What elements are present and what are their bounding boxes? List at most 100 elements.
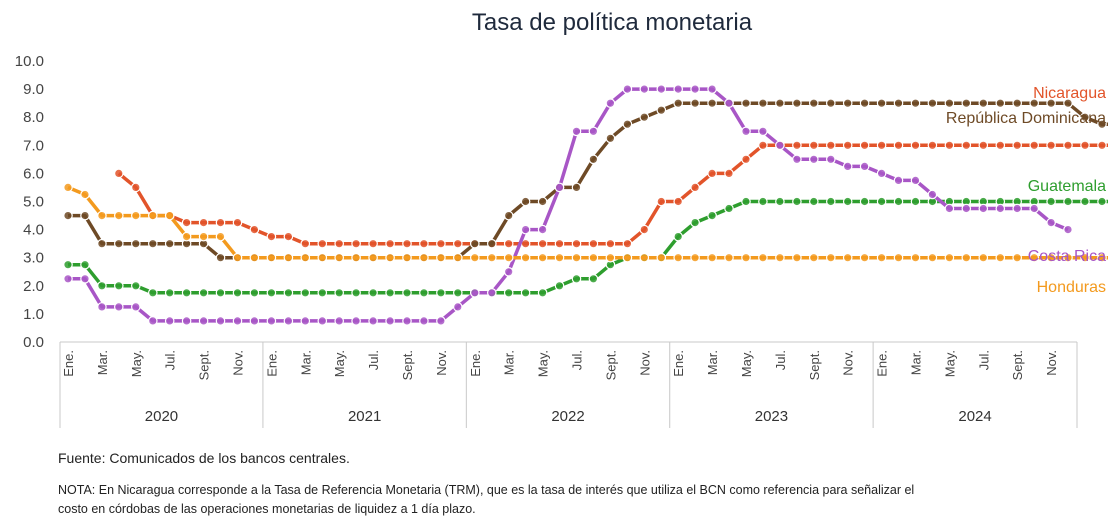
data-point [690,84,700,94]
data-point [1063,224,1073,235]
data-point [80,273,90,284]
data-point [198,231,209,242]
data-point [571,238,582,249]
data-point [148,210,158,221]
series-honduras [63,182,1108,263]
data-point [825,98,836,108]
data-point [97,280,107,291]
x-tick-label: Ene. [875,350,890,377]
data-point [1080,252,1090,263]
data-point [859,196,870,207]
data-point [622,252,633,263]
data-point [707,168,717,179]
data-point [368,252,378,263]
data-point [605,238,616,249]
x-tick-label: Ene. [61,350,76,377]
data-point [503,238,514,249]
data-point [1097,252,1107,263]
data-point [1063,196,1073,207]
data-point [876,98,887,108]
data-point [283,316,294,326]
y-tick-label: 8.0 [23,109,44,126]
data-point [927,252,938,263]
data-point [1080,112,1090,122]
data-point [910,140,921,151]
data-point [622,84,633,94]
data-point [910,98,921,108]
data-point [961,252,972,263]
x-tick-label: Sept. [807,350,822,380]
data-point [622,119,633,129]
data-point [859,98,870,108]
data-point [707,252,717,263]
year-label: 2023 [755,408,788,425]
data-point [588,273,599,284]
data-point [520,252,531,263]
x-tick-label: Nov. [231,350,246,376]
year-label: 2020 [145,408,178,425]
data-point [978,252,989,263]
data-point [758,140,768,151]
data-point [368,316,378,326]
data-point [385,238,395,249]
data-point [1029,203,1039,214]
y-tick-label: 3.0 [23,250,44,267]
series-costa-rica [63,84,1073,326]
data-point [1046,140,1056,151]
data-point [300,287,311,298]
y-tick-label: 5.0 [23,194,44,211]
x-tick-label: Jul. [163,350,178,370]
data-point [1029,98,1039,108]
data-point [673,84,683,94]
data-point [1046,252,1056,263]
data-point [131,210,141,221]
data-point [300,252,311,263]
data-point [266,231,277,242]
data-point [469,238,480,249]
data-point [215,252,226,263]
data-point [876,168,887,179]
data-point [1012,252,1022,263]
x-tick-label: Mar. [705,350,720,375]
x-tick-label: Ene. [468,350,483,377]
data-point [436,316,446,326]
data-point [114,302,124,312]
data-point [605,133,616,144]
data-point [537,252,548,263]
data-point [486,252,497,263]
data-point [775,252,785,263]
data-point [639,112,650,122]
data-point [97,238,107,249]
data-point [181,217,192,228]
data-point [1029,252,1039,263]
data-point [673,252,683,263]
data-point [1012,140,1022,151]
data-point [334,238,344,249]
data-point [351,238,361,249]
data-point [808,140,819,151]
data-point [317,316,328,326]
data-point [249,316,260,326]
data-point [554,280,565,291]
data-point [775,140,785,151]
data-point [452,287,463,298]
data-point [1063,98,1073,108]
data-point [181,316,192,326]
data-point [1046,217,1056,228]
data-point [215,287,226,298]
data-point [910,252,921,263]
series-label: República Dominicana [946,110,1106,127]
data-point [724,98,734,108]
data-point [80,210,90,221]
series-line [68,199,1108,295]
x-tick-label: Mar. [95,350,110,375]
x-tick-label: Ene. [671,350,686,377]
data-point [842,140,853,151]
data-point [198,217,209,228]
data-point [775,98,785,108]
data-point [215,231,226,242]
data-point [673,231,683,242]
data-point [808,98,819,108]
data-point [825,154,836,165]
data-point [402,287,412,298]
